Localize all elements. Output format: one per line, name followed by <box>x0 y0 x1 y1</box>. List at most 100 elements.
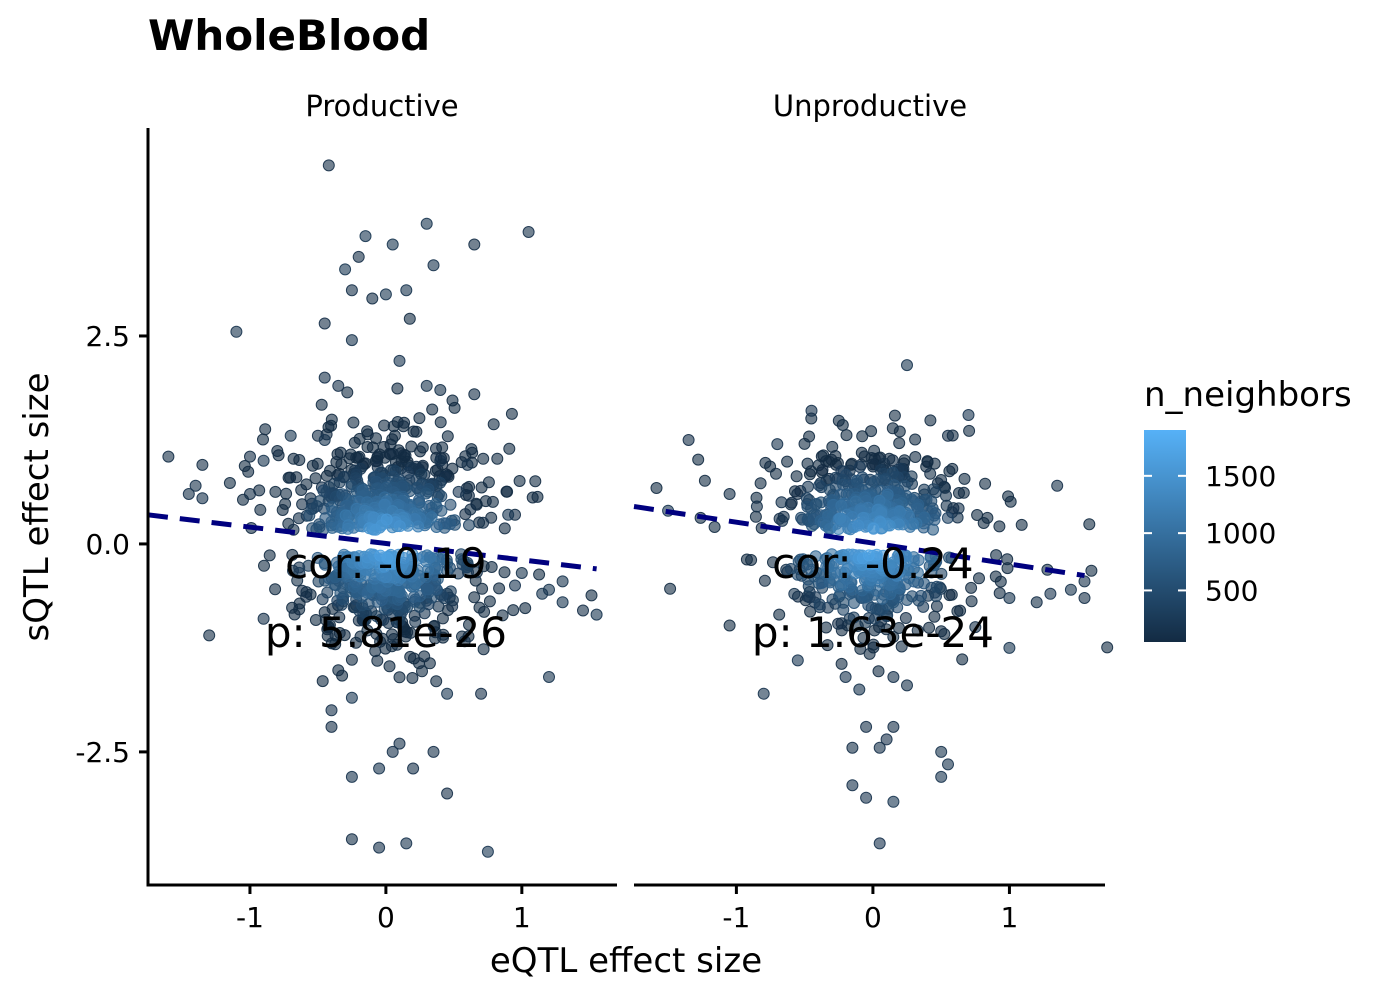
scatter-point <box>509 579 521 592</box>
scatter-point <box>430 442 442 455</box>
scatter-point <box>911 502 924 515</box>
scatter-point <box>682 434 695 446</box>
scatter-point <box>886 466 899 479</box>
x-tick-label: -1 <box>236 901 264 934</box>
scatter-point <box>259 423 272 436</box>
scatter-point <box>749 510 762 523</box>
scatter-point <box>965 581 978 594</box>
scatter-point <box>387 633 400 645</box>
scatter-point <box>498 522 511 535</box>
scatter-point <box>754 477 767 490</box>
legend-ticks: 500 1000 1500 <box>1144 460 1276 607</box>
scatter-point <box>496 609 509 622</box>
scatter-point <box>802 480 814 493</box>
scatter-point <box>493 582 506 595</box>
scatter-point <box>536 587 549 600</box>
scatter-point <box>502 508 515 521</box>
scatter-point <box>856 430 869 443</box>
scatter-point <box>379 288 392 301</box>
scatter-point <box>887 671 900 683</box>
scatter-point <box>373 762 386 775</box>
scatter-point <box>416 665 428 678</box>
scatter-point <box>427 620 440 633</box>
scatter-point <box>459 508 472 521</box>
scatter-point <box>244 450 256 463</box>
scatter-point <box>832 617 845 630</box>
scatter-point <box>352 250 365 263</box>
scatter-point <box>336 669 349 682</box>
scatter-point <box>311 551 324 564</box>
scatter-point <box>293 603 306 616</box>
scatter-point <box>322 159 335 172</box>
scatter-point <box>1078 592 1091 604</box>
annotation-cor-unproductive: cor: -0.24 <box>772 539 974 588</box>
scatter-point <box>930 580 943 593</box>
scatter-point <box>481 845 494 858</box>
scatter-point <box>380 513 393 526</box>
scatter-point <box>740 553 753 566</box>
scatter-point <box>758 574 771 587</box>
scatter-point <box>456 630 468 643</box>
scatter-point <box>994 575 1007 588</box>
scatter-point <box>341 386 354 399</box>
scatter-point <box>507 604 520 617</box>
scatter-point <box>526 491 539 504</box>
scatter-point <box>954 604 967 617</box>
scatter-point <box>909 451 922 463</box>
scatter-point <box>345 691 358 704</box>
scatter-point <box>1030 596 1043 609</box>
scatter-point <box>373 841 386 854</box>
scatter-point <box>798 437 811 450</box>
scatter-point <box>410 425 423 438</box>
scatter-point <box>162 450 175 463</box>
scatter-point <box>333 611 346 624</box>
scatter-point <box>909 433 922 446</box>
annotation-cor-productive: cor: -0.19 <box>285 539 487 588</box>
scatter-point <box>420 379 433 392</box>
scatter-point <box>309 614 322 626</box>
scatter-point <box>977 517 990 529</box>
scatter-point <box>391 382 404 395</box>
scatter-point <box>918 511 931 524</box>
scatter-point <box>429 497 442 510</box>
scatter-point <box>771 438 784 451</box>
scatter-point <box>1051 479 1064 492</box>
scatter-point <box>444 498 457 511</box>
scatter-point <box>757 687 770 700</box>
scatter-point <box>835 499 848 512</box>
scatter-point <box>381 552 394 565</box>
scatter-point <box>318 371 331 384</box>
scatter-point <box>434 416 447 429</box>
scatter-point <box>860 720 873 733</box>
scatter-point <box>325 413 338 426</box>
scatter-point <box>441 687 454 700</box>
scatter-point <box>750 500 763 513</box>
legend-colorbar <box>1144 430 1186 642</box>
scatter-point <box>475 687 488 700</box>
scatter-point <box>893 622 905 634</box>
scatter-point <box>513 475 526 487</box>
scatter-point <box>927 483 940 496</box>
panel-unproductive: cor: -0.24 p: 1.63e-24 <box>633 359 1114 850</box>
scatter-point <box>832 523 845 535</box>
scatter-point <box>963 424 976 437</box>
scatter-point <box>1085 564 1098 577</box>
scatter-point <box>851 474 864 487</box>
scatter-point <box>369 523 382 536</box>
scatter-point <box>872 665 885 678</box>
scatter-point <box>321 623 334 636</box>
scatter-point <box>452 485 465 498</box>
scatter-point <box>836 419 849 431</box>
scatter-point <box>282 471 295 484</box>
scatter-point <box>813 598 826 611</box>
scatter-point <box>498 566 511 579</box>
scatter-point <box>407 762 420 775</box>
legend-tick-label: 1500 <box>1205 460 1276 493</box>
scatter-point <box>797 553 810 566</box>
axis-ticks: -2.5 0.0 2.5 -1 0 1 -1 0 1 <box>75 320 1018 934</box>
scatter-point <box>899 612 912 624</box>
chart-title: WholeBlood <box>148 11 430 60</box>
scatter-point <box>708 521 721 533</box>
scatter-point <box>378 498 391 511</box>
legend: n_neighbors 500 1000 1500 <box>1144 375 1352 642</box>
